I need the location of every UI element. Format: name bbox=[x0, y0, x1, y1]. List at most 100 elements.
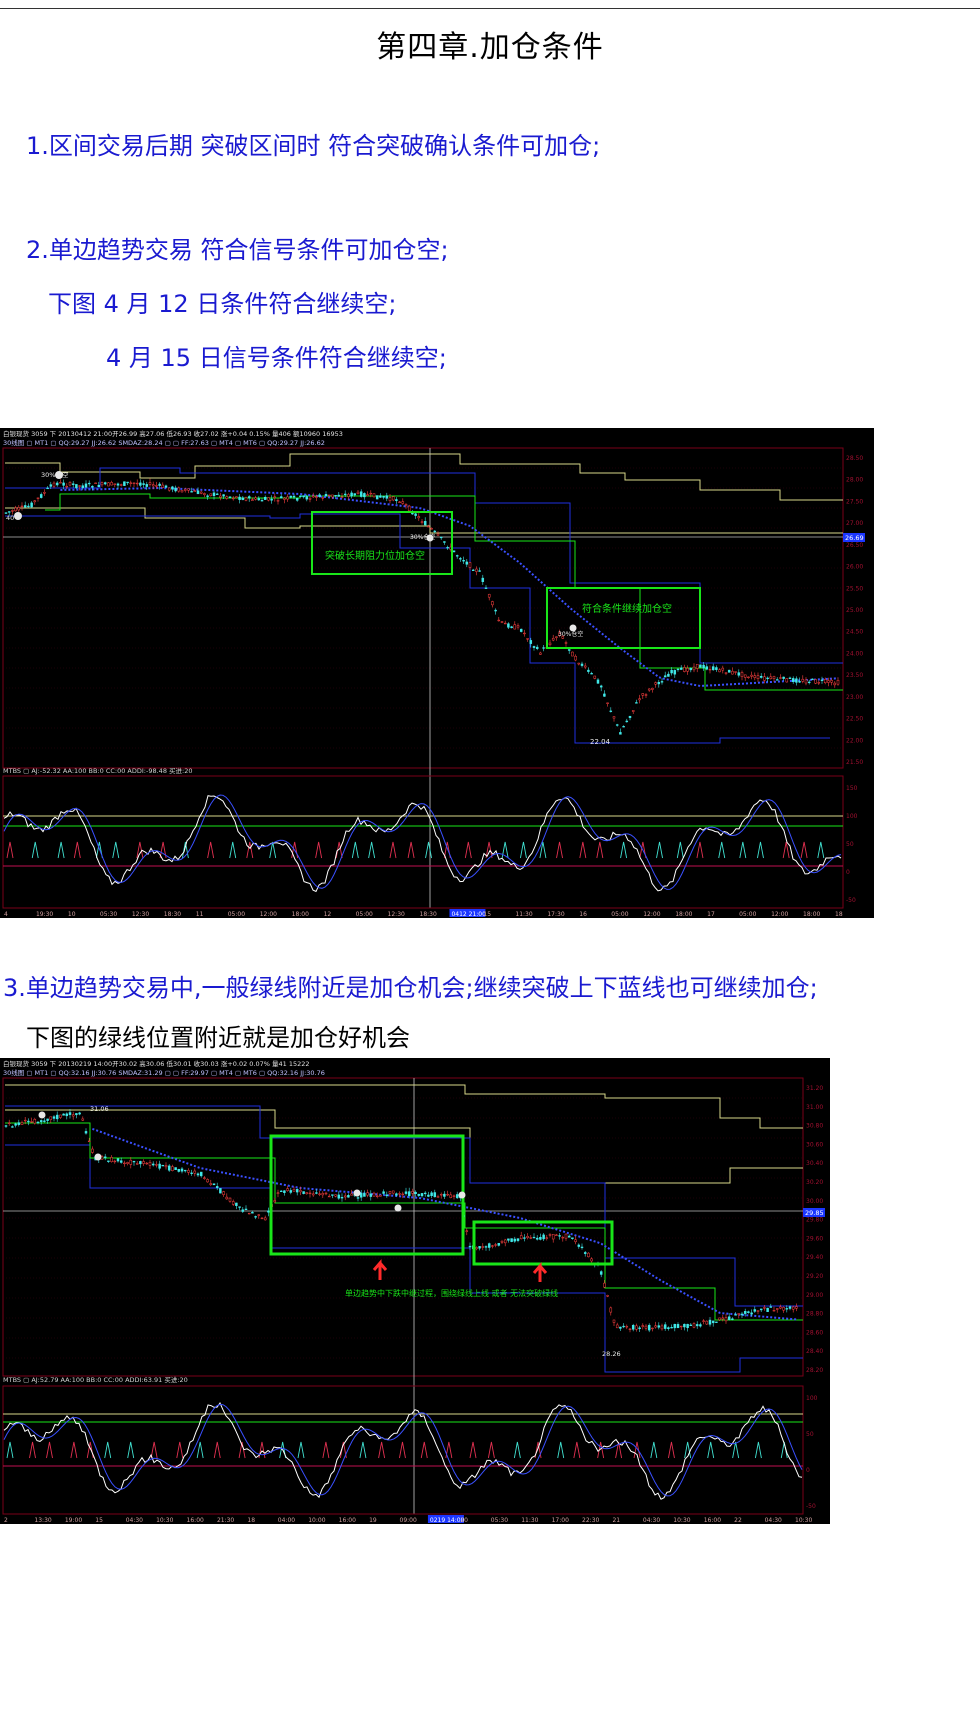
candle-body bbox=[555, 636, 558, 638]
indicator-spike bbox=[29, 1441, 36, 1459]
candle-body bbox=[686, 1323, 689, 1329]
candle-body bbox=[503, 622, 507, 625]
time-axis-label: 17 bbox=[707, 911, 715, 918]
candle-body bbox=[791, 1306, 795, 1310]
indicator-spike bbox=[238, 1441, 246, 1459]
candle-body bbox=[529, 1237, 533, 1239]
candle-body bbox=[372, 1192, 376, 1197]
candle-body bbox=[356, 491, 360, 494]
candle-body bbox=[644, 694, 648, 696]
chart1-time-axis: 4 19:30 10 05:30 12:30 18:30 11 05:00 12:00 18:00… bbox=[4, 909, 843, 918]
indicator-spike bbox=[31, 841, 39, 859]
time-axis-label: 21:30 bbox=[217, 1517, 234, 1524]
candle-body bbox=[308, 497, 312, 500]
candle-body bbox=[523, 632, 526, 635]
candle-body bbox=[295, 498, 299, 501]
candle-body bbox=[286, 496, 289, 500]
candle-body bbox=[750, 1312, 753, 1315]
candle-body bbox=[651, 1327, 654, 1330]
candle-body bbox=[347, 494, 350, 497]
candle-body bbox=[718, 669, 721, 673]
time-axis-label: 10:30 bbox=[673, 1517, 690, 1524]
candle-body bbox=[603, 1282, 606, 1288]
candle-body bbox=[580, 663, 584, 666]
candle-body bbox=[251, 499, 254, 501]
chart1-annotation-2: 符合条件继续加仓空 bbox=[582, 602, 672, 615]
candle-body bbox=[7, 1122, 11, 1124]
candle-body bbox=[574, 1239, 577, 1243]
candle-body bbox=[827, 680, 830, 683]
candle-body bbox=[142, 1161, 145, 1164]
candle-body bbox=[510, 1238, 513, 1242]
paragraph-1: 1.区间交易后期 突破区间时 符合突破确认条件可加仓; bbox=[26, 132, 601, 160]
candle-body bbox=[318, 494, 321, 497]
candle-body bbox=[625, 720, 629, 723]
candle-body bbox=[158, 1163, 161, 1169]
candle-body bbox=[135, 1163, 139, 1165]
indicator-spike bbox=[73, 841, 81, 859]
candle-body bbox=[737, 672, 741, 676]
chart2-moving-average bbox=[92, 1127, 797, 1321]
candle-body bbox=[487, 1243, 491, 1248]
candle-body bbox=[542, 1234, 545, 1240]
candle-body bbox=[177, 1168, 181, 1172]
candle-body bbox=[62, 482, 65, 486]
candle-body bbox=[289, 1190, 293, 1193]
candle-body bbox=[279, 1190, 283, 1193]
right-axis-label: 30.40 bbox=[806, 1160, 823, 1167]
candle-body bbox=[507, 1238, 510, 1241]
chart1-right-axis: 28.50 28.00 27.50 27.00 26.50 26.00 25.50 25.00… bbox=[846, 455, 863, 766]
chart2-signal-marker-a bbox=[38, 1111, 46, 1119]
paragraph-2b: 4 月 15 日信号条件符合继续空; bbox=[106, 344, 447, 372]
time-axis-label: 12:30 bbox=[132, 911, 149, 918]
candle-body bbox=[225, 496, 229, 499]
chart2-oscillator-line bbox=[3, 1401, 803, 1500]
candle-body bbox=[228, 1197, 232, 1202]
candle-body bbox=[667, 1327, 670, 1330]
candle-body bbox=[132, 1160, 136, 1163]
time-axis-label: 18:30 bbox=[164, 911, 181, 918]
indicator-axis-label: 0 bbox=[806, 1467, 810, 1474]
candle-body bbox=[302, 1191, 305, 1194]
chart2-header-1: 白银现货 3059 下 20130219 14:00开30.02 高30.06 … bbox=[3, 1059, 310, 1068]
time-axis-label: 19 bbox=[369, 1517, 377, 1524]
candle-body bbox=[206, 1179, 209, 1183]
indicator-spike bbox=[579, 841, 587, 859]
chart1-yellow-upper bbox=[5, 453, 843, 501]
candle-body bbox=[327, 1195, 331, 1198]
chart1-marker-b-label: 40 bbox=[6, 514, 14, 522]
candle-body bbox=[363, 493, 366, 498]
chart2-blue-upper bbox=[5, 1105, 803, 1307]
indicator-spike bbox=[297, 1441, 305, 1459]
candle-body bbox=[606, 702, 609, 704]
indicator-spike bbox=[46, 1441, 53, 1459]
candle-body bbox=[174, 1167, 177, 1170]
chart1-price-tag-text: 26.69 bbox=[845, 534, 864, 542]
indicator-spike bbox=[782, 841, 790, 859]
candle-body bbox=[491, 601, 494, 606]
candle-body bbox=[155, 1164, 158, 1166]
candle-body bbox=[587, 1252, 590, 1258]
candle-body bbox=[279, 496, 283, 499]
candle-body bbox=[695, 1324, 699, 1327]
candle-body bbox=[801, 678, 805, 682]
candle-body bbox=[638, 1327, 641, 1330]
candle-body bbox=[391, 1190, 395, 1194]
candle-body bbox=[81, 1118, 85, 1121]
time-axis-label: 10 bbox=[68, 911, 76, 918]
candle-body bbox=[481, 577, 485, 582]
candle-body bbox=[411, 512, 414, 515]
indicator-spike bbox=[620, 841, 628, 859]
candle-body bbox=[164, 1165, 168, 1168]
time-axis-label: 18:00 bbox=[803, 911, 820, 918]
candle-body bbox=[612, 1319, 616, 1323]
candle-body bbox=[599, 1271, 603, 1275]
candle-body bbox=[225, 1196, 229, 1200]
candle-body bbox=[161, 1164, 165, 1167]
candle-body bbox=[126, 481, 129, 484]
indicator-spike bbox=[127, 1441, 135, 1459]
candle-body bbox=[481, 1246, 485, 1248]
time-axis-label: 11:30 bbox=[521, 1517, 538, 1524]
candle-body bbox=[590, 1258, 593, 1262]
candle-body bbox=[743, 1311, 747, 1314]
